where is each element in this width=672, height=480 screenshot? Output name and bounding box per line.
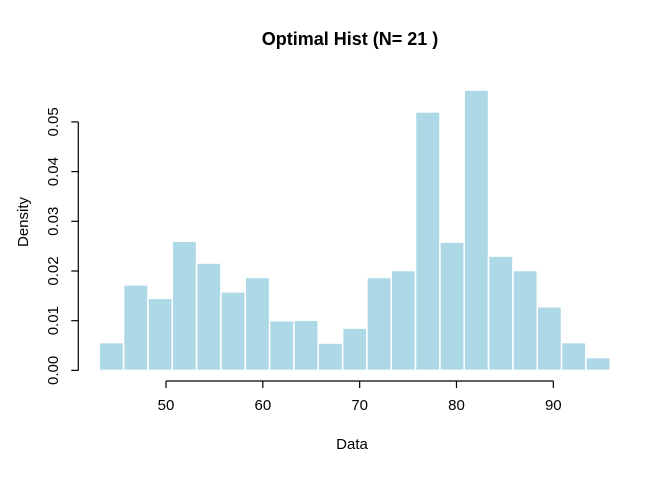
x-tick-label: 90 (545, 397, 562, 414)
histogram-bar (171, 240, 198, 372)
histogram-bar (487, 255, 514, 372)
histogram-bar (244, 276, 271, 372)
y-tick-label: 0.00 (45, 356, 62, 385)
histogram-bar (390, 269, 417, 372)
y-tick-label: 0.02 (45, 256, 62, 285)
x-axis-label: Data (336, 436, 368, 453)
histogram-bar (585, 356, 611, 372)
histogram-bar (195, 262, 222, 372)
histogram-bar (147, 297, 174, 372)
x-tick-label: 80 (448, 397, 465, 414)
x-tick-label: 50 (158, 397, 175, 414)
y-tick-label: 0.01 (45, 306, 62, 335)
histogram-bar (98, 341, 125, 372)
histogram-bar (560, 341, 587, 372)
histogram-bar (463, 89, 490, 372)
histogram-bar (536, 306, 563, 372)
histogram-bar (512, 269, 538, 372)
y-tick-label: 0.04 (45, 157, 62, 186)
y-tick-label: 0.05 (45, 107, 62, 136)
histogram-bar (122, 284, 149, 372)
histogram-bar (414, 111, 441, 372)
x-tick-label: 70 (351, 397, 368, 414)
y-axis-label: Density (15, 196, 32, 247)
histogram-bar (220, 291, 247, 372)
histogram-bar (317, 342, 344, 372)
histogram-bars (98, 89, 611, 372)
chart-title: Optimal Hist (N= 21 ) (262, 29, 439, 49)
histogram-bar (341, 327, 368, 372)
y-tick-label: 0.03 (45, 207, 62, 236)
axes: 50 60 70 80 90 0.00 0.01 0.02 0.03 0.04 0.05 (45, 107, 562, 414)
histogram-bar (268, 319, 295, 372)
histogram-bar (293, 319, 319, 372)
x-tick-label: 60 (254, 397, 271, 414)
histogram-bar (439, 241, 465, 372)
histogram-bar (366, 276, 392, 372)
